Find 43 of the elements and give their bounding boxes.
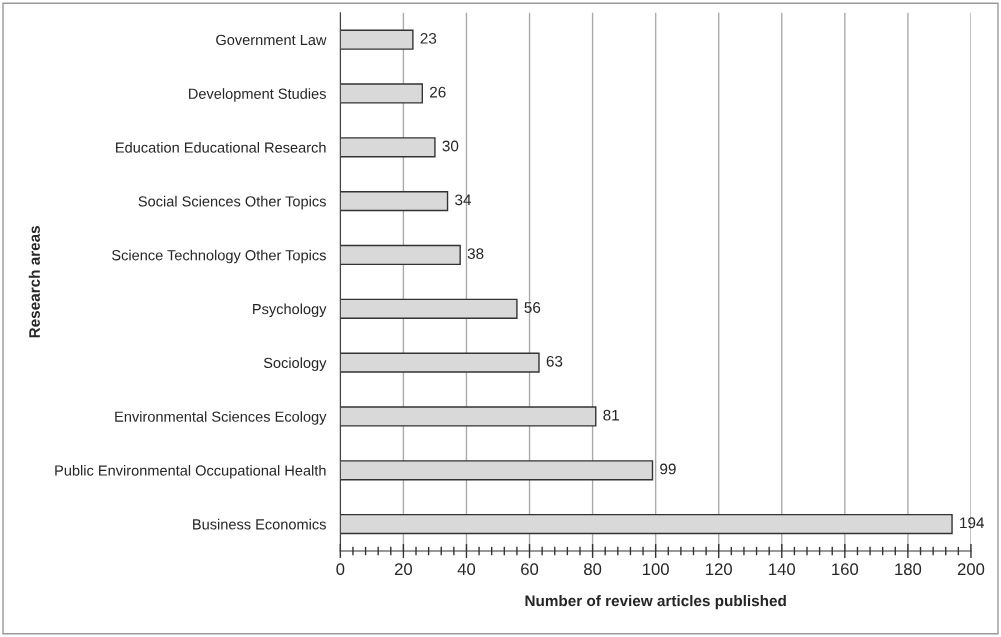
bar <box>340 406 597 427</box>
bar <box>340 83 424 104</box>
bar <box>340 298 518 319</box>
y-axis-title: Research areas <box>28 226 40 338</box>
x-tick-label: 80 <box>584 563 602 576</box>
x-tick-label: 200 <box>957 563 985 576</box>
data-label: 38 <box>467 248 484 260</box>
data-label: 34 <box>455 194 472 206</box>
x-tick-label: 120 <box>706 563 732 576</box>
bar <box>340 29 414 50</box>
y-tick-label: Sociology <box>263 357 327 371</box>
y-tick-label: Social Sciences Other Topics <box>138 195 326 210</box>
data-label: 23 <box>420 32 437 44</box>
x-tick-label: 20 <box>394 563 413 576</box>
y-tick-label: Science Technology Other Topics <box>112 249 326 264</box>
y-tick-label: Psychology <box>253 303 327 318</box>
data-label: 194 <box>960 517 985 529</box>
x-tick-label: 160 <box>832 563 859 576</box>
x-tick-label: 60 <box>521 563 539 576</box>
bar <box>340 244 461 266</box>
y-tick-label: Environmental Sciences Ecology <box>115 411 327 425</box>
x-tick-label: 180 <box>895 563 922 576</box>
data-label: 63 <box>546 355 563 367</box>
y-tick-label: Development Studies <box>189 88 326 102</box>
data-label: 81 <box>603 409 619 421</box>
data-label: 30 <box>442 140 459 152</box>
y-tick-label: Education Educational Research <box>116 142 326 153</box>
data-label: 56 <box>524 302 541 313</box>
data-label: 99 <box>660 463 676 475</box>
data-label: 26 <box>430 86 446 98</box>
y-tick-label: Government Law <box>216 34 327 46</box>
x-tick-label: 0 <box>336 563 345 576</box>
x-tick-label: 40 <box>457 563 476 576</box>
y-tick-label: Business Economics <box>193 518 326 530</box>
bar <box>340 191 449 212</box>
bar <box>340 460 654 481</box>
x-axis-title: Number of review articles published <box>525 595 786 610</box>
y-tick-label: Public Environmental Occupational Health <box>55 464 326 479</box>
bar <box>340 137 436 158</box>
bar <box>340 352 540 373</box>
bar <box>340 513 953 535</box>
x-tick-label: 100 <box>643 563 669 576</box>
x-tick-label: 140 <box>769 563 796 576</box>
